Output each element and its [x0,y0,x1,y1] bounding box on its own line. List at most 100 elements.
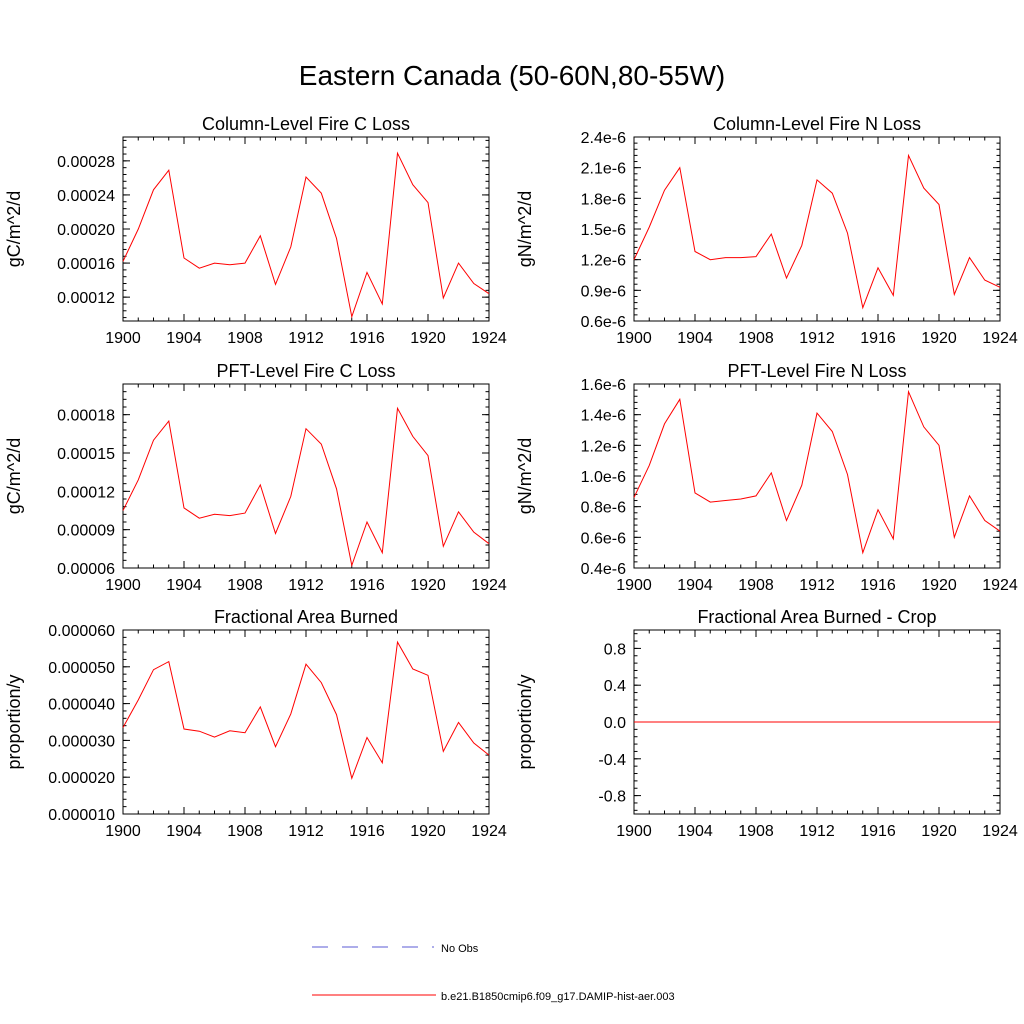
y-tick-label: 0.8 [604,641,626,658]
x-tick-label: 1912 [288,577,324,594]
x-tick-label: 1904 [166,330,202,347]
y-tick-label: 1.2e-6 [581,253,626,270]
chart-panel: 1900 1904 1908 1912 1916 1920 1924 0.00012 0.000… [4,114,507,347]
legend-model-label: b.e21.B1850cmip6.f09_g17.DAMIP-hist-aer.… [441,991,675,1003]
chart-panel: 1900 1904 1908 1912 1916 1920 1924 0.6e-6 0.9e-6… [515,114,1018,347]
x-tick-label: 1900 [105,577,141,594]
y-tick-label: 1.5e-6 [581,222,626,239]
x-tick-label: 1924 [982,577,1018,594]
plot-frame [122,629,490,815]
chart-panel: 1900 1904 1908 1912 1916 1920 1924 0.00006 0.000… [4,361,507,594]
y-tick-label: 0.00012 [57,290,115,307]
x-tick-label: 1916 [860,577,896,594]
chart-panel: 1900 1904 1908 1912 1916 1920 1924 0.4e-6 0.6e-6… [515,361,1018,594]
y-tick-label: 0.9e-6 [581,283,626,300]
y-tick-label: 1.2e-6 [581,438,626,455]
x-tick-label: 1920 [921,330,957,347]
y-tick-label: 0.00015 [57,446,115,463]
y-tick-label: 1.8e-6 [581,191,626,208]
x-tick-label: 1916 [349,330,385,347]
y-axis-label: gC/m^2/d [4,191,24,267]
y-tick-label: 2.1e-6 [581,161,626,178]
x-tick-label: 1908 [227,330,263,347]
x-tick-label: 1908 [227,823,263,840]
page-title: Eastern Canada (50-60N,80-55W) [298,60,726,91]
x-tick-label: 1904 [677,577,713,594]
x-tick-label: 1920 [921,823,957,840]
y-axis-label: gC/m^2/d [4,438,24,514]
x-tick-label: 1920 [410,330,446,347]
panel-title: Fractional Area Burned - Crop [697,607,936,627]
plot-frame [633,383,1001,569]
y-tick-label: 0.00028 [57,154,115,171]
panel-title: Column-Level Fire N Loss [713,114,921,134]
panel-title: PFT-Level Fire N Loss [727,361,906,381]
series-line [122,406,490,568]
legend-model-swatch [312,994,436,996]
plot-frame [633,136,1001,322]
y-tick-label: 0.000030 [48,733,115,750]
x-tick-label: 1920 [921,577,957,594]
y-tick-label: -0.8 [598,789,626,806]
x-tick-label: 1900 [616,330,652,347]
x-tick-label: 1924 [471,330,507,347]
y-tick-label: 0.4 [604,678,626,695]
y-tick-label: 0.6e-6 [581,530,626,547]
y-axis-label: gN/m^2/d [515,438,535,514]
x-tick-label: 1916 [860,823,896,840]
y-tick-label: 0.000040 [48,697,115,714]
series-line [633,389,1001,555]
y-tick-label: 0.8e-6 [581,500,626,517]
y-tick-label: 1.4e-6 [581,408,626,425]
legend-obs-label: No Obs [441,943,479,955]
x-tick-label: 1912 [799,330,835,347]
y-tick-label: 0.00006 [57,561,115,578]
chart-panel: 1900 1904 1908 1912 1916 1920 1924 -0.8 -0.4 0.0 0… [515,607,1018,840]
panel-title: Column-Level Fire C Loss [202,114,410,134]
y-tick-label: 0.000050 [48,660,115,677]
x-tick-label: 1908 [738,823,774,840]
x-tick-label: 1924 [471,823,507,840]
x-tick-label: 1908 [227,577,263,594]
y-tick-label: 0.000060 [48,623,115,640]
x-tick-label: 1904 [166,577,202,594]
y-tick-label: 0.00016 [57,256,115,273]
x-tick-label: 1912 [288,330,324,347]
x-tick-label: 1908 [738,330,774,347]
series-line [122,151,490,319]
y-tick-label: 0.6e-6 [581,314,626,331]
chart-panel: 1900 1904 1908 1912 1916 1920 1924 0.000010 0.00… [4,607,507,840]
plot-frame [122,136,490,322]
x-tick-label: 1924 [982,823,1018,840]
y-tick-label: 0.00009 [57,523,115,540]
x-tick-label: 1904 [166,823,202,840]
y-tick-label: 0.00024 [57,188,115,205]
y-tick-label: 0.4e-6 [581,561,626,578]
x-tick-label: 1912 [288,823,324,840]
x-tick-label: 1920 [410,823,446,840]
x-tick-label: 1900 [105,823,141,840]
y-axis-label: proportion/y [515,674,535,769]
series-line [122,640,490,781]
y-tick-label: 0.000020 [48,770,115,787]
x-tick-label: 1920 [410,577,446,594]
x-tick-label: 1916 [860,330,896,347]
y-tick-label: 0.00018 [57,408,115,425]
plot-frame [122,383,490,569]
x-tick-label: 1900 [616,823,652,840]
x-tick-label: 1916 [349,577,385,594]
x-tick-label: 1912 [799,577,835,594]
y-tick-label: 0.00020 [57,222,115,239]
x-tick-label: 1908 [738,577,774,594]
x-tick-label: 1912 [799,823,835,840]
legend-obs-swatch [312,946,434,948]
x-tick-label: 1916 [349,823,385,840]
y-tick-label: 1.0e-6 [581,469,626,486]
x-tick-label: 1904 [677,330,713,347]
panel-title: Fractional Area Burned [214,607,398,627]
x-tick-label: 1924 [982,330,1018,347]
y-axis-label: gN/m^2/d [515,191,535,267]
y-tick-label: 0.0 [604,715,626,732]
x-tick-label: 1900 [105,330,141,347]
